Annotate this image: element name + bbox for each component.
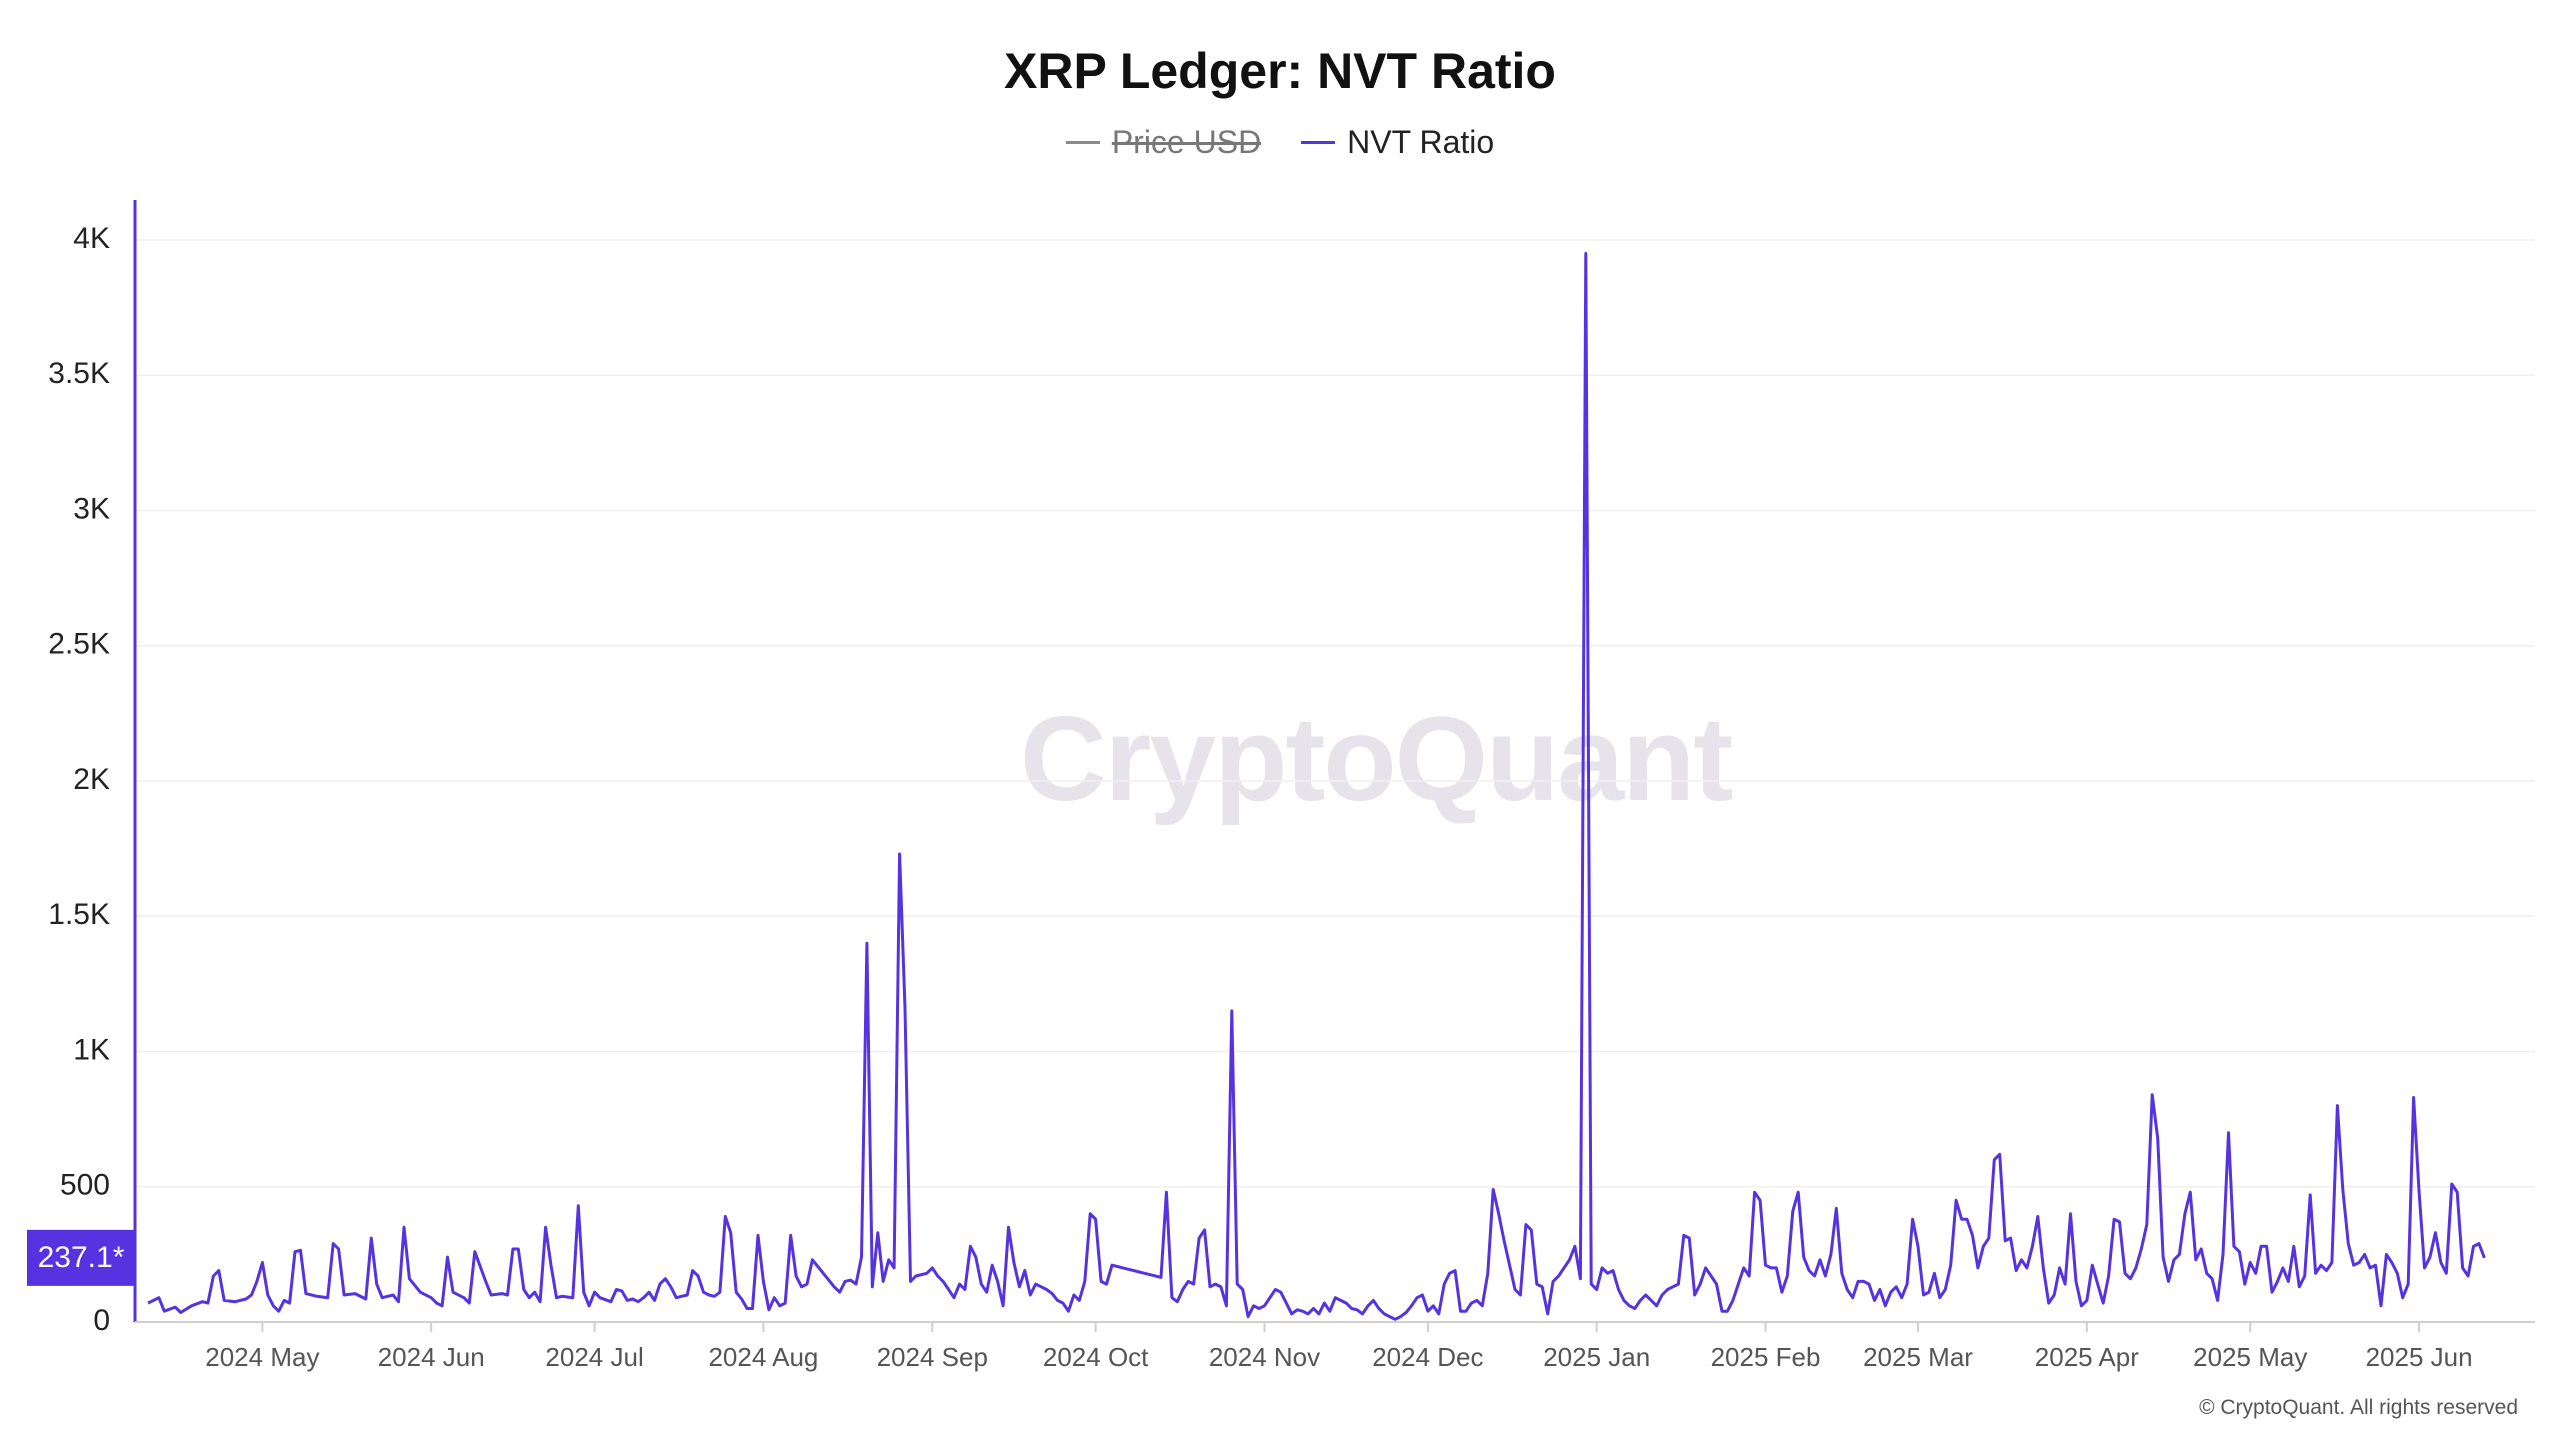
x-tick-label: 2024 Aug [708,1342,818,1372]
legend-line-nvt-ratio [1301,141,1336,144]
legend-label-price-usd: Price USD [1111,124,1262,160]
x-tick-label: 2025 Apr [2035,1342,2139,1372]
x-tick-label: 2024 Oct [1043,1342,1149,1372]
y-tick-label: 0 [93,1304,110,1337]
x-tick-label: 2025 May [2193,1342,2307,1372]
y-tick-label: 1K [73,1033,110,1066]
y-tick-label: 3.5K [48,357,110,390]
x-tick-label: 2025 Jun [2366,1342,2473,1372]
x-tick-label: 2024 Sep [877,1342,988,1372]
y-tick-label: 2.5K [48,628,110,661]
x-tick-label: 2024 Nov [1209,1342,1320,1372]
y-tick-label: 4K [73,222,110,255]
x-tick-label: 2024 May [205,1342,319,1372]
x-tick-label: 2025 Jan [1543,1342,1650,1372]
series-line-nvt-ratio [147,252,2486,1321]
x-tick-label: 2025 Mar [1863,1342,1973,1372]
x-tick-label: 2025 Feb [1711,1342,1821,1372]
legend-line-price-usd [1065,141,1100,144]
current-value-label: 237.1* [38,1241,125,1274]
y-tick-label: 3K [73,492,110,525]
x-tick-label: 2024 Dec [1372,1342,1483,1372]
chart-title: XRP Ledger: NVT Ratio [1004,43,1556,99]
copyright-footer: © CryptoQuant. All rights reserved [2199,1396,2518,1419]
y-tick-label: 2K [73,763,110,796]
y-tick-label: 1.5K [48,898,110,931]
x-tick-label: 2024 Jun [378,1342,485,1372]
gridlines [135,239,2535,1188]
x-axis-ticks: 2024 May 2024 Jun 2024 Jul 2024 Aug 2024 Sep… [205,1322,2473,1372]
legend-item-price-usd[interactable]: Price USD [1065,124,1262,161]
legend-label-nvt-ratio: NVT Ratio [1347,124,1495,160]
chart-legend: Price USD NVT Ratio [0,124,2560,161]
y-axis-ticks: 0 500 1K 1.5K 2K 2.5K 3K 3.5K 4K [48,222,110,1337]
current-value-badge-bg [27,1229,135,1286]
cryptoquant-watermark: CryptoQuant [1020,692,1733,826]
y-tick-label: 500 [60,1169,110,1202]
legend-item-nvt-ratio[interactable]: NVT Ratio [1301,124,1494,161]
current-value-badge: 237.1* [27,1229,135,1286]
x-tick-label: 2024 Jul [545,1342,643,1372]
